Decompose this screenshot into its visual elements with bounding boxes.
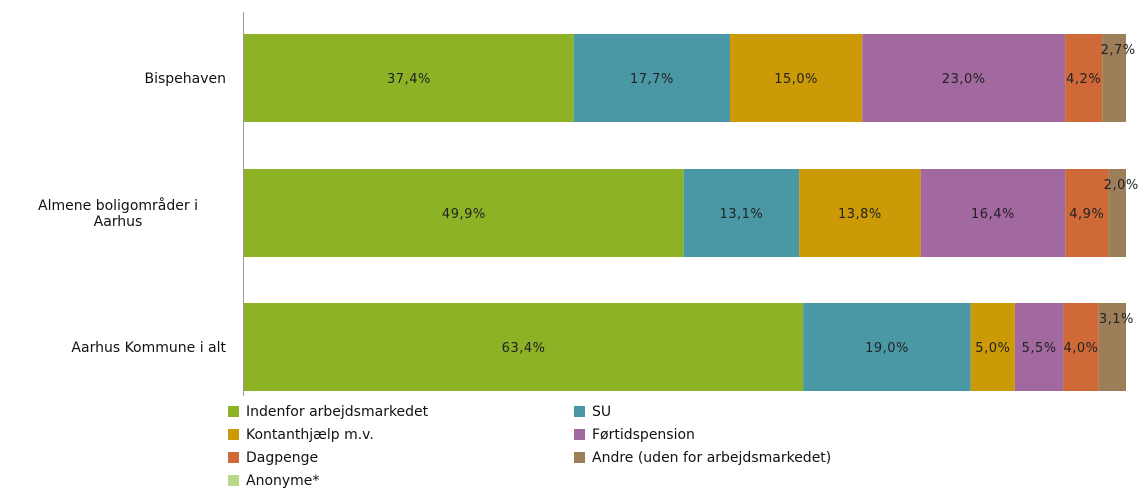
legend: Indenfor arbejdsmarkedet SU Kontanthjælp m… (228, 402, 968, 490)
bar-segment (1063, 303, 1099, 391)
data-label: 49,9% (442, 207, 486, 222)
category-label: Bispehaven (144, 71, 226, 87)
bar-segment (244, 34, 574, 122)
bar-segment (244, 169, 684, 257)
bar-segment (799, 169, 921, 257)
data-label: 16,4% (971, 207, 1015, 222)
legend-swatch (574, 452, 585, 463)
data-label: 17,7% (630, 72, 674, 87)
bar-segment (862, 34, 1066, 122)
data-label: 5,0% (975, 341, 1010, 356)
legend-swatch (228, 452, 239, 463)
bar-segment (683, 169, 800, 257)
bar-segment (729, 34, 863, 122)
bar-segment (1102, 34, 1126, 122)
bar-segment (573, 34, 730, 122)
legend-label: SU (592, 403, 612, 420)
bar-segment (970, 303, 1015, 391)
data-label: 4,9% (1069, 207, 1104, 222)
legend-item: SU (574, 402, 968, 421)
legend-item: Andre (uden for arbejdsmarkedet) (574, 448, 968, 467)
legend-item: Kontanthjælp m.v. (228, 425, 574, 444)
legend-label: Dagpenge (246, 449, 319, 466)
legend-label: Andre (uden for arbejdsmarkedet) (592, 449, 832, 466)
legend-label: Indenfor arbejdsmarkedet (246, 403, 429, 420)
data-label: 3,1% (1099, 312, 1134, 327)
legend-item: Dagpenge (228, 448, 574, 467)
legend-label: Førtidspension (592, 426, 695, 443)
data-label: 15,0% (774, 72, 818, 87)
legend-swatch (228, 475, 239, 486)
bar-segment (1065, 169, 1109, 257)
bar-segment (1108, 169, 1126, 257)
legend-label: Kontanthjælp m.v. (246, 426, 374, 443)
data-label: 37,4% (387, 72, 431, 87)
category-label: Aarhus Kommune i alt (71, 340, 226, 356)
legend-label: Anonyme* (246, 472, 320, 489)
category-label: Almene boligområder i Aarhus (38, 197, 198, 230)
data-label: 4,2% (1066, 72, 1101, 87)
data-label: 5,5% (1022, 341, 1057, 356)
legend-swatch (574, 406, 585, 417)
legend-swatch (228, 406, 239, 417)
stacked-bar-chart: Bispehaven Almene boligområder i Aarhus Aar… (38, 12, 1139, 396)
bar-segment (244, 303, 804, 391)
legend-swatch (574, 429, 585, 440)
bar-segment (803, 303, 971, 391)
legend-item: Førtidspension (574, 425, 968, 444)
data-label: 23,0% (942, 72, 986, 87)
bar-segment (920, 169, 1066, 257)
legend-item: Anonyme* (228, 471, 574, 490)
data-label: 2,7% (1101, 43, 1136, 58)
bar-segment (1014, 303, 1064, 391)
data-label: 2,0% (1104, 178, 1139, 193)
data-label: 13,1% (719, 207, 763, 222)
legend-swatch (228, 429, 239, 440)
data-label: 4,0% (1064, 341, 1099, 356)
bar-segment (1065, 34, 1103, 122)
bar-segment (1098, 303, 1126, 391)
legend-item: Indenfor arbejdsmarkedet (228, 402, 574, 421)
data-label: 13,8% (838, 207, 882, 222)
data-label: 63,4% (502, 341, 546, 356)
data-label: 19,0% (865, 341, 909, 356)
